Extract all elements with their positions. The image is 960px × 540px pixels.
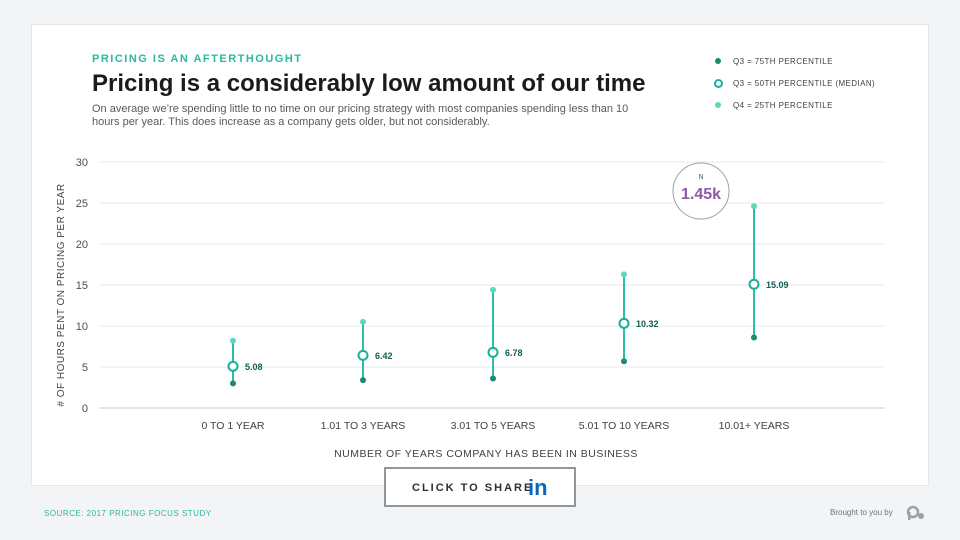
q4-25th-point bbox=[621, 271, 627, 278]
q3-75th-point bbox=[490, 375, 496, 382]
y-tick-label: 15 bbox=[76, 280, 88, 292]
median-point bbox=[748, 278, 760, 290]
q3-75th-point bbox=[621, 358, 627, 365]
source-note: SOURCE: 2017 PRICING FOCUS STUDY bbox=[44, 509, 212, 518]
y-tick-label: 5 bbox=[82, 362, 88, 374]
q4-25th-point bbox=[490, 286, 496, 293]
x-axis-label: NUMBER OF YEARS COMPANY HAS BEEN IN BUSI… bbox=[334, 448, 638, 460]
y-tick-label: 0 bbox=[82, 403, 88, 415]
page-title: Pricing is a considerably low amount of … bbox=[92, 70, 646, 97]
q4-25th-point bbox=[751, 203, 757, 210]
median-point bbox=[487, 346, 499, 358]
median-point bbox=[227, 360, 239, 372]
x-tick-label: 1.01 TO 3 YEARS bbox=[321, 420, 406, 432]
median-data-label: 6.78 bbox=[505, 348, 523, 358]
median-data-label: 6.42 bbox=[375, 351, 393, 361]
median-point bbox=[357, 349, 369, 361]
linkedin-icon: in bbox=[528, 475, 548, 500]
q3-75th-point bbox=[230, 380, 236, 387]
page-subtitle: On average we’re spending little to no t… bbox=[92, 103, 629, 128]
click-to-share-button[interactable]: CLICK TO SHARE in bbox=[384, 467, 576, 507]
median-point bbox=[618, 317, 630, 329]
legend-ring-icon bbox=[714, 79, 723, 88]
legend-label: Q3 = 50TH PERCENTILE (MEDIAN) bbox=[733, 79, 876, 88]
y-tick-label: 25 bbox=[76, 198, 88, 210]
brought-to-you-by: Brought to you by bbox=[830, 508, 893, 517]
q4-25th-point bbox=[360, 318, 366, 325]
legend-label: Q3 = 75TH PERCENTILE bbox=[733, 57, 833, 66]
legend-light-dot-icon bbox=[715, 102, 721, 108]
q3-75th-point bbox=[360, 377, 366, 384]
sample-size-value: 1.45k bbox=[681, 186, 721, 203]
median-data-label: 10.32 bbox=[636, 319, 659, 329]
y-tick-label: 30 bbox=[76, 157, 88, 169]
sample-size-label: N bbox=[698, 174, 703, 181]
q3-75th-point bbox=[751, 334, 757, 341]
brand-logo-icon bbox=[906, 505, 924, 520]
chart-card bbox=[31, 24, 929, 486]
x-tick-label: 0 TO 1 YEAR bbox=[201, 420, 264, 432]
sample-size-badge bbox=[672, 162, 730, 220]
legend-label: Q4 = 25TH PERCENTILE bbox=[733, 101, 833, 110]
y-tick-label: 20 bbox=[76, 239, 88, 251]
y-tick-label: 10 bbox=[76, 321, 88, 333]
median-data-label: 5.08 bbox=[245, 362, 263, 372]
eyebrow-label: PRICING IS AN AFTERTHOUGHT bbox=[92, 53, 303, 65]
x-tick-label: 3.01 TO 5 YEARS bbox=[451, 420, 536, 432]
y-axis-label: # OF HOURS PENT ON PRICING PER YEAR bbox=[56, 183, 67, 406]
legend-dark-dot-icon bbox=[715, 58, 721, 64]
q4-25th-point bbox=[230, 337, 236, 344]
median-data-label: 15.09 bbox=[766, 280, 789, 290]
x-tick-label: 5.01 TO 10 YEARS bbox=[579, 420, 669, 432]
x-tick-label: 10.01+ YEARS bbox=[719, 420, 790, 432]
share-label: CLICK TO SHARE bbox=[412, 482, 534, 494]
